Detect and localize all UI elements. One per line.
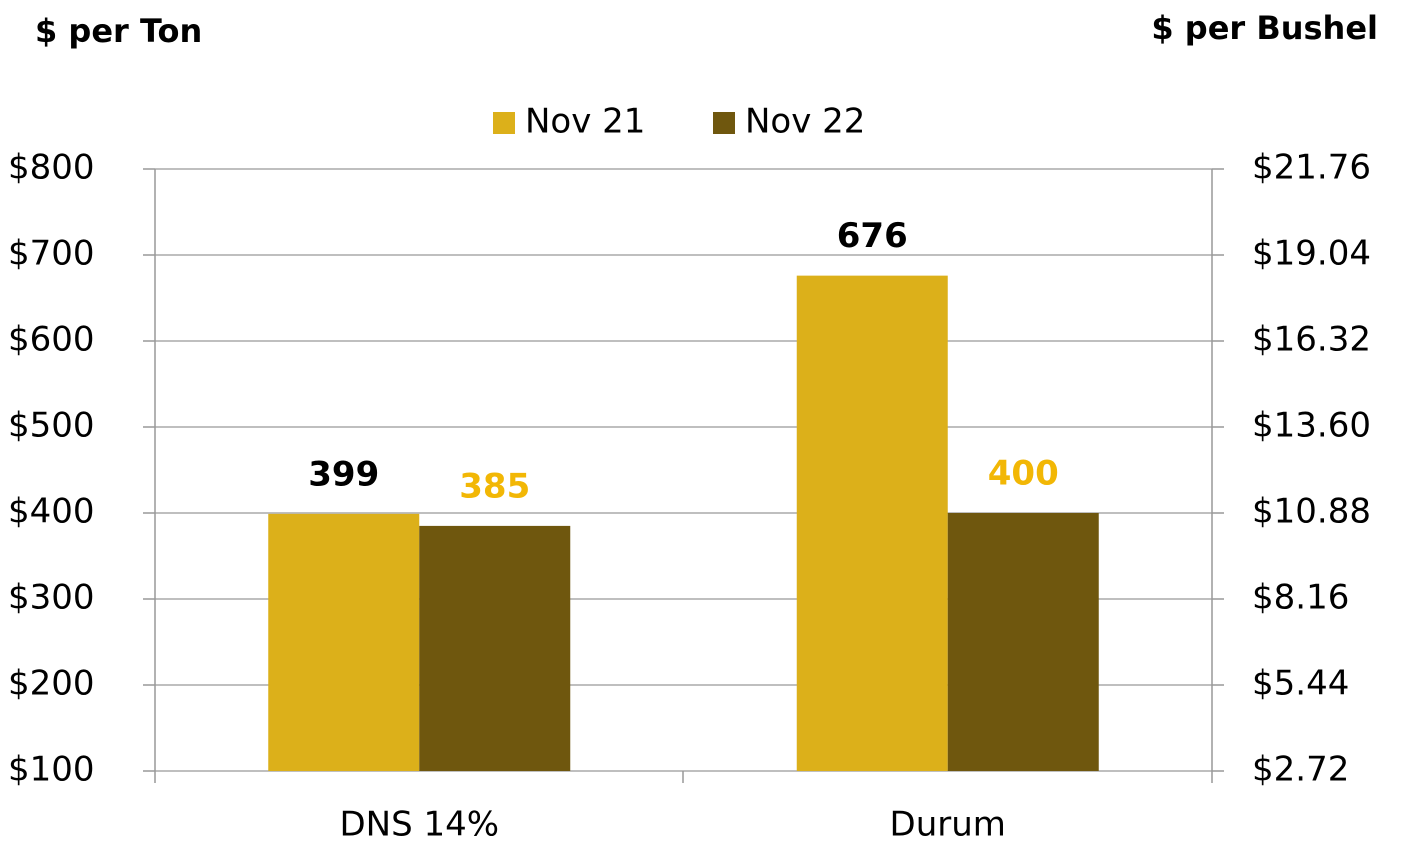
legend-swatch — [493, 112, 515, 134]
y2-tick-label: $5.44 — [1252, 664, 1349, 704]
y2-tick-label: $19.04 — [1252, 234, 1371, 274]
y-tick-label: $100 — [8, 750, 95, 790]
x-tick-label: DNS 14% — [339, 805, 499, 844]
y2-tick-label: $13.60 — [1252, 406, 1371, 446]
bar — [419, 525, 571, 771]
data-label: 400 — [988, 454, 1059, 494]
legend-label: Nov 21 — [525, 102, 645, 142]
y-tick-label: $400 — [8, 492, 95, 532]
y2-tick-label: $8.16 — [1252, 578, 1349, 618]
y2-tick-label: $21.76 — [1252, 148, 1371, 188]
data-label: 385 — [459, 466, 530, 506]
y2-axis-title: $ per Bushel — [1151, 9, 1378, 47]
legend-swatch — [713, 112, 735, 134]
y-tick-label: $800 — [8, 148, 95, 188]
y-tick-label: $700 — [8, 234, 95, 274]
y-tick-label: $500 — [8, 406, 95, 446]
bar — [268, 513, 420, 771]
y-tick-label: $600 — [8, 320, 95, 360]
x-tick-label: Durum — [890, 805, 1006, 844]
legend-label: Nov 22 — [745, 102, 865, 142]
data-label: 676 — [837, 216, 908, 256]
bar — [947, 513, 1099, 771]
y-axis-title: $ per Ton — [35, 12, 202, 50]
y-tick-label: $300 — [8, 578, 95, 618]
y-tick-label: $200 — [8, 664, 95, 704]
y2-tick-label: $16.32 — [1252, 320, 1371, 360]
bar — [796, 275, 948, 771]
y2-tick-label: $10.88 — [1252, 492, 1371, 532]
y2-tick-label: $2.72 — [1252, 750, 1349, 790]
data-label: 399 — [308, 454, 379, 494]
